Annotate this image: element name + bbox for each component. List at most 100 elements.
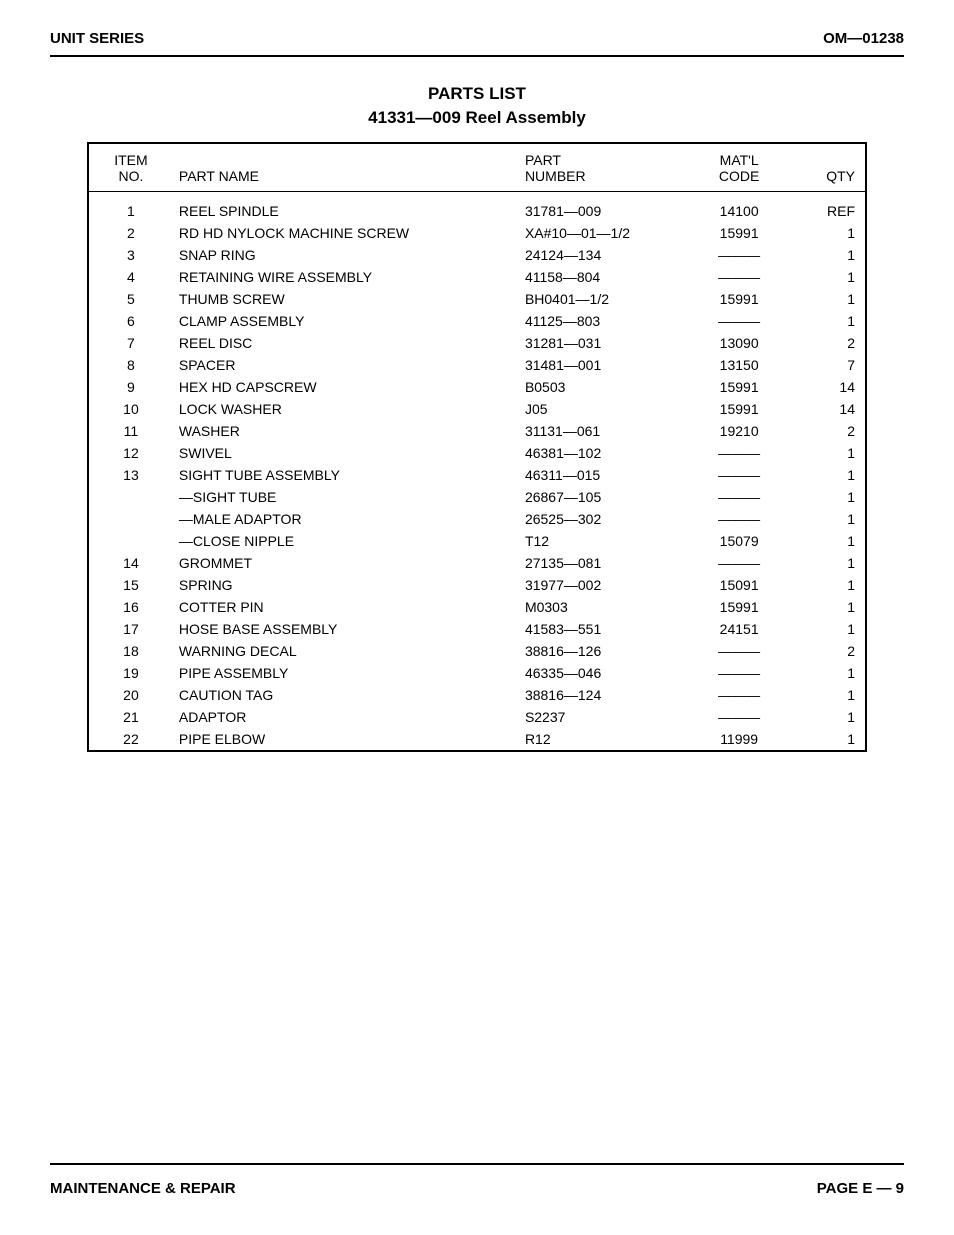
cell-name: HOSE BASE ASSEMBLY [173,618,519,640]
cell-item: 6 [89,310,173,332]
table-row: 3SNAP RING24124—134———1 [89,244,865,266]
cell-part: S2237 [519,706,687,728]
cell-part: R12 [519,728,687,750]
table-row: 14GROMMET27135—081———1 [89,552,865,574]
cell-item: 16 [89,596,173,618]
cell-qty: 1 [792,574,865,596]
parts-table-wrap: ITEMNO. PART NAME PARTNUMBER MAT'LCODE Q… [87,142,867,752]
cell-name: SWIVEL [173,442,519,464]
cell-item [89,486,173,508]
cell-item: 8 [89,354,173,376]
cell-qty: 1 [792,266,865,288]
table-row: 12SWIVEL46381—102———1 [89,442,865,464]
cell-part: 31481—001 [519,354,687,376]
footer-right: PAGE E — 9 [817,1180,904,1197]
cell-matl: 14100 [687,200,792,222]
cell-part: 27135—081 [519,552,687,574]
cell-name: PIPE ASSEMBLY [173,662,519,684]
cell-part: 31131—061 [519,420,687,442]
cell-matl: ——— [687,486,792,508]
table-row: 21ADAPTORS2237———1 [89,706,865,728]
cell-name: HEX HD CAPSCREW [173,376,519,398]
table-row: 17HOSE BASE ASSEMBLY41583—551241511 [89,618,865,640]
cell-name: LOCK WASHER [173,398,519,420]
table-row: 1REEL SPINDLE31781—00914100REF [89,200,865,222]
cell-part: 46311—015 [519,464,687,486]
cell-item: 1 [89,200,173,222]
cell-item: 9 [89,376,173,398]
cell-qty: 2 [792,332,865,354]
cell-part: 26525—302 [519,508,687,530]
cell-item: 3 [89,244,173,266]
cell-qty: 1 [792,442,865,464]
cell-name: RETAINING WIRE ASSEMBLY [173,266,519,288]
cell-part: 31781—009 [519,200,687,222]
cell-part: 26867—105 [519,486,687,508]
cell-item: 22 [89,728,173,750]
table-row: 6CLAMP ASSEMBLY41125—803———1 [89,310,865,332]
cell-name: SIGHT TUBE ASSEMBLY [173,464,519,486]
cell-matl: ——— [687,508,792,530]
cell-matl: ——— [687,442,792,464]
cell-qty: 1 [792,288,865,310]
cell-name: WARNING DECAL [173,640,519,662]
cell-qty: 2 [792,420,865,442]
header-left: UNIT SERIES [50,30,144,47]
table-row: 18WARNING DECAL38816—126———2 [89,640,865,662]
cell-name: ADAPTOR [173,706,519,728]
cell-name: SPACER [173,354,519,376]
col-header-item: ITEMNO. [89,144,173,192]
cell-part: 41125—803 [519,310,687,332]
cell-matl: 24151 [687,618,792,640]
cell-qty: 1 [792,244,865,266]
cell-item: 5 [89,288,173,310]
cell-qty: 1 [792,728,865,750]
cell-item: 4 [89,266,173,288]
cell-item: 15 [89,574,173,596]
cell-matl: ——— [687,684,792,706]
cell-name: —CLOSE NIPPLE [173,530,519,552]
cell-matl: ——— [687,310,792,332]
cell-part: B0503 [519,376,687,398]
cell-part: 46381—102 [519,442,687,464]
table-row: —MALE ADAPTOR26525—302———1 [89,508,865,530]
table-row: 13SIGHT TUBE ASSEMBLY46311—015———1 [89,464,865,486]
cell-part: XA#10—01—1/2 [519,222,687,244]
cell-qty: REF [792,200,865,222]
cell-qty: 1 [792,222,865,244]
cell-item: 12 [89,442,173,464]
table-row: 7REEL DISC31281—031130902 [89,332,865,354]
table-row: 10LOCK WASHERJ051599114 [89,398,865,420]
cell-matl: ——— [687,244,792,266]
cell-item: 10 [89,398,173,420]
cell-matl: ——— [687,464,792,486]
table-header-row: ITEMNO. PART NAME PARTNUMBER MAT'LCODE Q… [89,144,865,192]
table-row: 4RETAINING WIRE ASSEMBLY41158—804———1 [89,266,865,288]
cell-name: RD HD NYLOCK MACHINE SCREW [173,222,519,244]
col-header-part: PARTNUMBER [519,144,687,192]
cell-matl: 15991 [687,288,792,310]
table-row: 9HEX HD CAPSCREWB05031599114 [89,376,865,398]
cell-qty: 1 [792,530,865,552]
cell-matl: 15091 [687,574,792,596]
cell-qty: 1 [792,508,865,530]
cell-matl: 11999 [687,728,792,750]
cell-part: 38816—124 [519,684,687,706]
cell-qty: 1 [792,310,865,332]
cell-qty: 1 [792,684,865,706]
cell-name: CLAMP ASSEMBLY [173,310,519,332]
header-right: OM—01238 [823,30,904,47]
col-header-qty: QTY [792,144,865,192]
cell-name: THUMB SCREW [173,288,519,310]
table-row: 2RD HD NYLOCK MACHINE SCREWXA#10—01—1/21… [89,222,865,244]
cell-item [89,530,173,552]
cell-matl: ——— [687,706,792,728]
cell-part: J05 [519,398,687,420]
parts-table-body: 1REEL SPINDLE31781—00914100REF2RD HD NYL… [89,192,865,750]
cell-name: —SIGHT TUBE [173,486,519,508]
cell-name: CAUTION TAG [173,684,519,706]
cell-name: WASHER [173,420,519,442]
page-header: UNIT SERIES OM—01238 [50,30,904,57]
cell-item: 17 [89,618,173,640]
footer-rule [50,1163,904,1165]
